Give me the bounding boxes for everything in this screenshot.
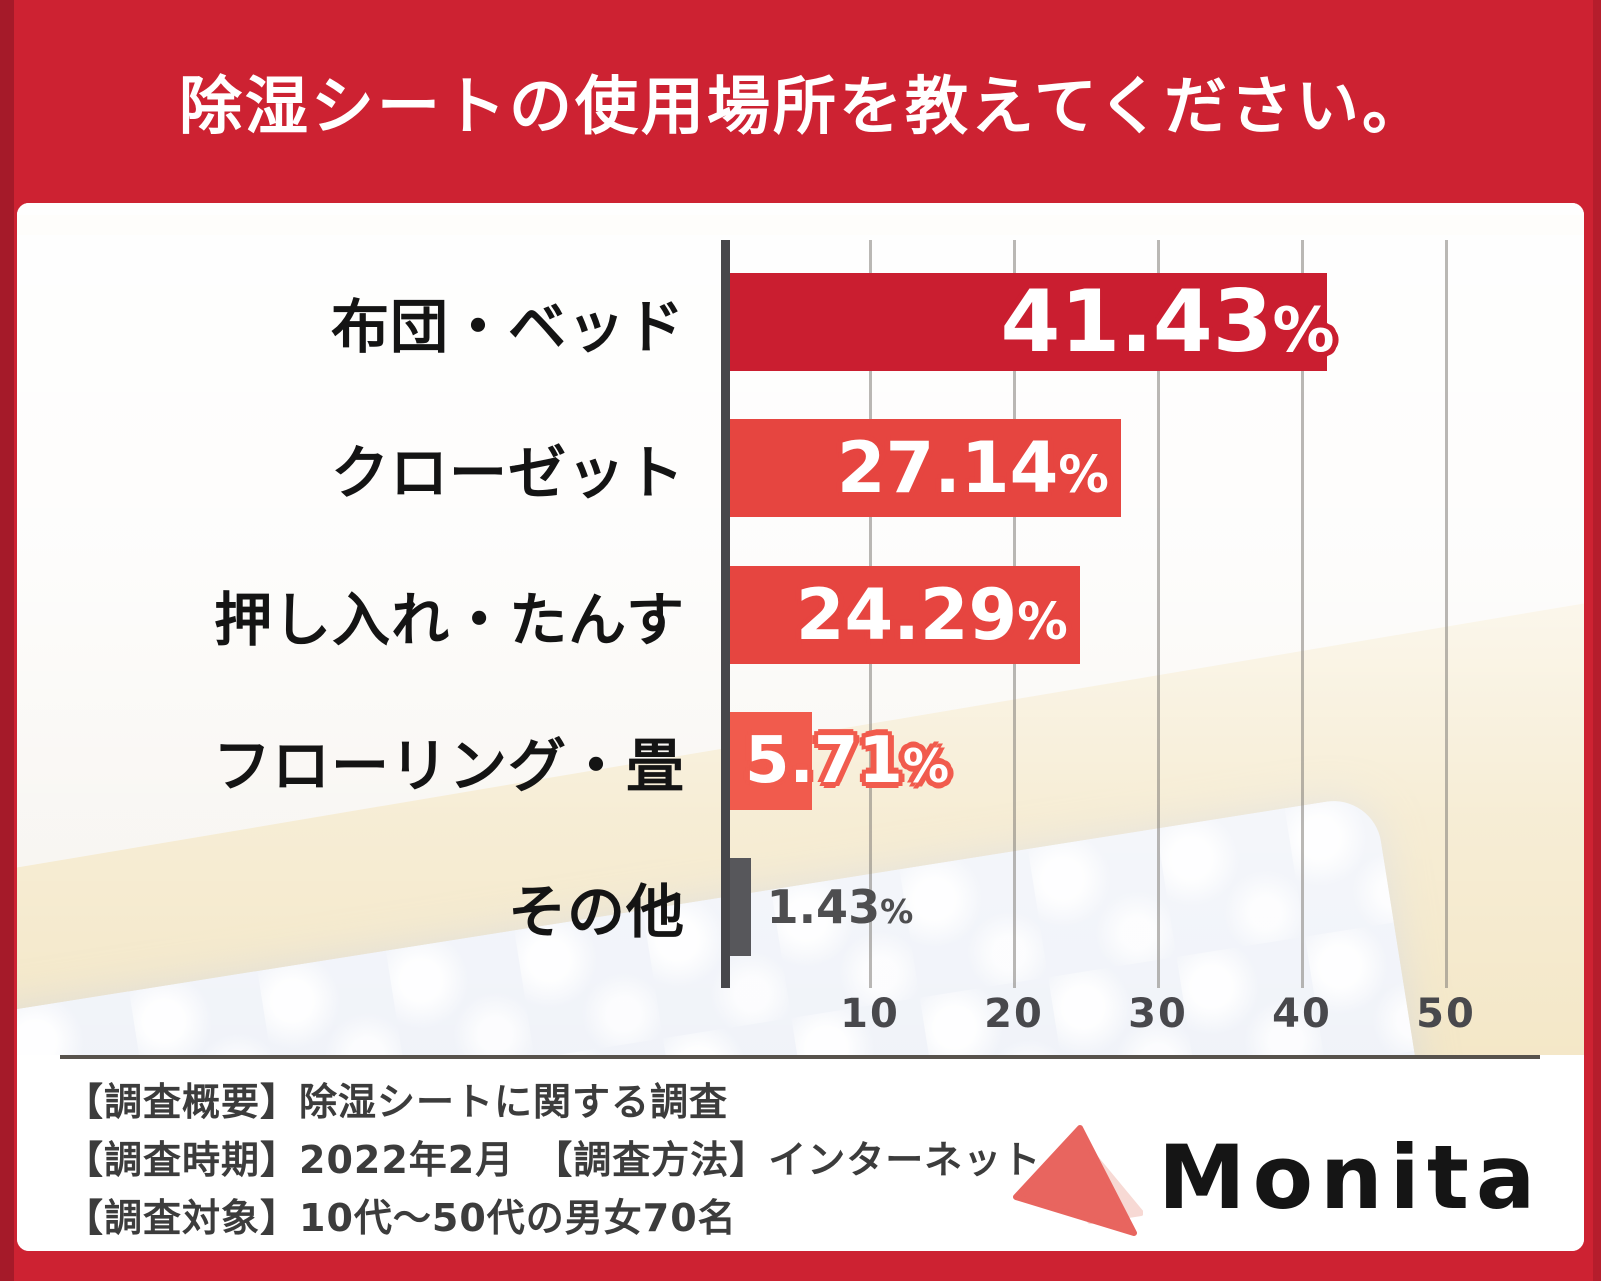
value-label: 41.43% (1000, 272, 1335, 372)
value-label: 1.43% (766, 880, 914, 934)
bar-row: フローリング・畳 5.71% (17, 711, 1584, 810)
logo-triangle-icon (1013, 1125, 1143, 1236)
right-edge-strip (1593, 0, 1601, 1281)
x-axis-tick-label: 50 (1416, 991, 1476, 1037)
bar-row: クローゼット 27.14% (17, 419, 1584, 518)
gridline (1445, 240, 1448, 988)
footer: 【調査概要】除湿シートに関する調査 【調査時期】2022年2月 【調査方法】イン… (17, 1055, 1584, 1251)
category-label: 布団・ベッド (330, 293, 685, 361)
bar: 41.43% (730, 273, 1335, 371)
percent-sign: % (1017, 591, 1068, 651)
value-label: 27.14% (836, 427, 1109, 510)
category-label: クローゼット (330, 439, 685, 508)
value-label: 24.29% (795, 573, 1068, 656)
survey-note-overview: 【調査概要】除湿シートに関する調査 (65, 1080, 729, 1124)
logo-text: Monita (1158, 1126, 1543, 1229)
category-label: その他 (507, 878, 685, 946)
gridline (1157, 240, 1160, 988)
x-axis-tick-label: 10 (840, 991, 900, 1037)
bar: 5.71% (730, 711, 949, 810)
percent-sign: % (902, 738, 950, 793)
category-label: 押し入れ・たんす (214, 585, 685, 654)
survey-note-period-method: 【調査時期】2022年2月 【調査方法】インターネット (65, 1138, 1042, 1182)
value-label: 5.71% (745, 723, 950, 798)
category-label: フローリング・畳 (212, 731, 685, 800)
x-axis-tick-label: 30 (1128, 991, 1188, 1037)
header: 除湿シートの使用場所を教えてください。 (14, 0, 1593, 203)
left-edge-strip (0, 0, 14, 1281)
gridline (1301, 240, 1304, 988)
y-axis-line (721, 240, 730, 988)
percent-sign: % (880, 892, 914, 931)
percent-sign: % (1272, 294, 1335, 366)
content-panel: 10 20 30 40 50 布団・ベッド 41.43% クローゼット 27.14% 押し入れ・た… (17, 203, 1584, 1251)
bar-row: 布団・ベッド 41.43% (17, 273, 1584, 371)
x-axis-tick-label: 20 (984, 991, 1044, 1037)
bar: 27.14% (730, 419, 1121, 518)
page-title: 除湿シートの使用場所を教えてください。 (179, 70, 1428, 143)
x-axis-tick-label: 40 (1272, 991, 1332, 1037)
survey-notes: 【調査概要】除湿シートに関する調査 【調査時期】2022年2月 【調査方法】イン… (65, 1081, 1041, 1239)
bar-row: その他 1.43% (17, 858, 1584, 956)
monita-logo: Monita (1008, 1115, 1548, 1251)
bar-row: 押し入れ・たんす 24.29% (17, 565, 1584, 664)
bar (730, 858, 751, 956)
chart: 10 20 30 40 50 布団・ベッド 41.43% クローゼット 27.14% 押し入れ・た… (17, 203, 1584, 1055)
footer-divider-line (60, 1055, 1540, 1059)
bar: 24.29% (730, 565, 1080, 664)
percent-sign: % (1058, 445, 1109, 505)
survey-note-subjects: 【調査対象】10代〜50代の男女70名 (65, 1196, 737, 1240)
